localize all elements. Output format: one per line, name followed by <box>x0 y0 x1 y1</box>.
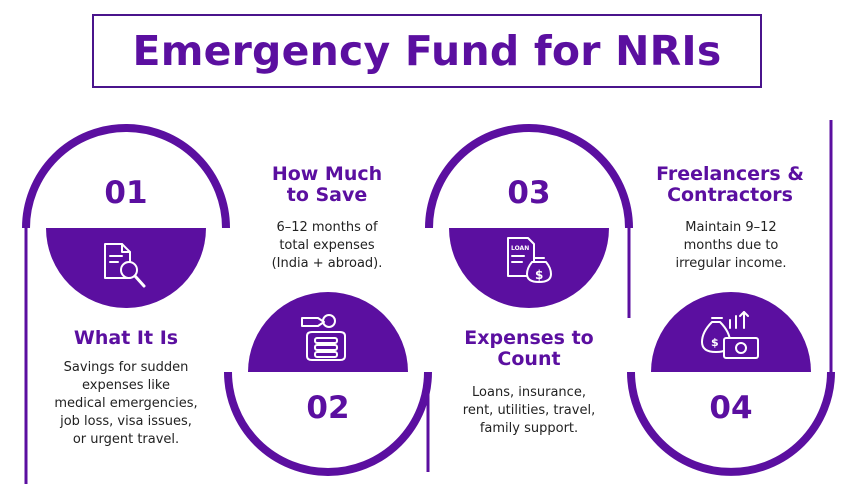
step-04-heading: Freelancers & Contractors <box>635 164 825 206</box>
step-01-number: 01 <box>104 175 148 211</box>
heading-line: Expenses to <box>464 327 594 349</box>
heading-line: Freelancers & <box>656 163 804 185</box>
description-line: expenses like <box>82 378 170 393</box>
description-line: 6–12 months of <box>276 220 378 235</box>
step-02-number: 02 <box>306 390 350 426</box>
step-01-description: Savings for sudden expenses like medical… <box>26 359 226 449</box>
description-line: months due to <box>683 238 779 253</box>
heading-line: Contractors <box>667 184 793 206</box>
step-03-heading: Expenses to Count <box>434 328 624 370</box>
svg-text:LOAN: LOAN <box>511 245 529 252</box>
svg-text:$: $ <box>535 268 543 282</box>
loan-document-icon: LOAN $ <box>507 237 552 283</box>
step-01-arc <box>22 124 230 229</box>
step-02-graphic <box>224 292 432 476</box>
title-box: Emergency Fund for NRIs <box>92 14 762 88</box>
step-04-half-disc <box>651 292 811 372</box>
step-04-number: 04 <box>709 390 753 426</box>
step-04-graphic: $ <box>627 120 835 476</box>
description-line: total expenses <box>279 238 375 253</box>
document-search-icon <box>104 243 146 288</box>
description-line: Savings for sudden <box>63 360 189 375</box>
money-bag-growth-icon: $ <box>701 311 759 359</box>
heading-line: to Save <box>286 184 368 206</box>
step-03-description: Loans, insurance, rent, utilities, trave… <box>429 384 629 438</box>
step-01-heading: What It Is <box>31 328 221 349</box>
step-03-graphic: LOAN $ <box>425 124 633 318</box>
description-line: job loss, visa issues, <box>60 414 192 429</box>
description-line: irregular income. <box>675 256 787 271</box>
description-line: Loans, insurance, <box>472 385 586 400</box>
svg-text:$: $ <box>711 336 719 349</box>
description-line: rent, utilities, travel, <box>462 403 596 418</box>
step-02-heading: How Much to Save <box>232 164 422 206</box>
heading-line: Count <box>497 348 561 370</box>
step-03-number: 03 <box>507 175 551 211</box>
description-line: Maintain 9–12 <box>685 220 777 235</box>
description-line: medical emergencies, <box>54 396 198 411</box>
step-02-description: 6–12 months of total expenses (India + a… <box>227 219 427 273</box>
step-03-arc <box>425 124 633 229</box>
description-line: or urgent travel. <box>72 432 180 447</box>
heading-line: What It Is <box>73 327 179 349</box>
step-04-description: Maintain 9–12 months due to irregular in… <box>631 219 831 273</box>
description-line: family support. <box>479 421 579 436</box>
step-01-graphic <box>22 124 230 484</box>
step-02-arc <box>224 371 432 476</box>
heading-line: How Much <box>271 163 383 185</box>
coins-wallet-icon <box>301 314 346 361</box>
description-line: (India + abroad). <box>271 256 383 271</box>
page-title: Emergency Fund for NRIs <box>132 27 722 75</box>
step-04-arc <box>627 371 835 476</box>
